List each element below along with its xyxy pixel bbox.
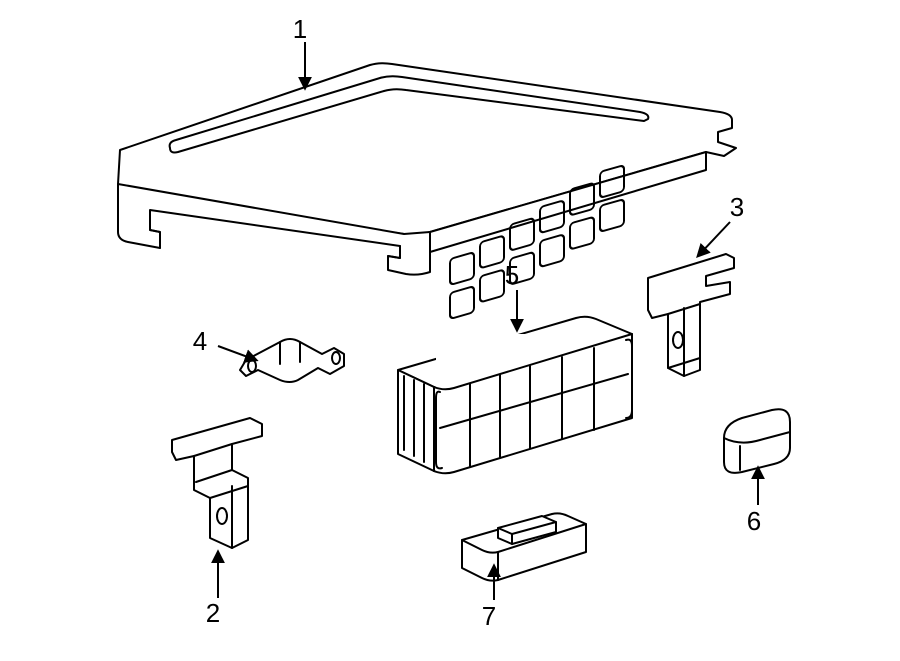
callout-label-2: 2 [206, 598, 220, 628]
callout-label-1: 1 [293, 14, 307, 44]
callout-label-3: 3 [730, 192, 744, 222]
part-3-bracket [648, 254, 734, 376]
callout-arrow-4 [218, 346, 256, 360]
parts-diagram: 1 2 3 4 5 6 7 [0, 0, 900, 661]
callout-label-5: 5 [505, 260, 519, 290]
callout-label-4: 4 [193, 326, 207, 356]
part-2-bracket [172, 418, 262, 548]
callout-label-6: 6 [747, 506, 761, 536]
part-6-cap [724, 409, 790, 473]
callout-label-7: 7 [482, 601, 496, 631]
callout-arrow-3 [698, 222, 730, 256]
part-1-panel [118, 63, 736, 274]
part-7-module [462, 513, 586, 580]
